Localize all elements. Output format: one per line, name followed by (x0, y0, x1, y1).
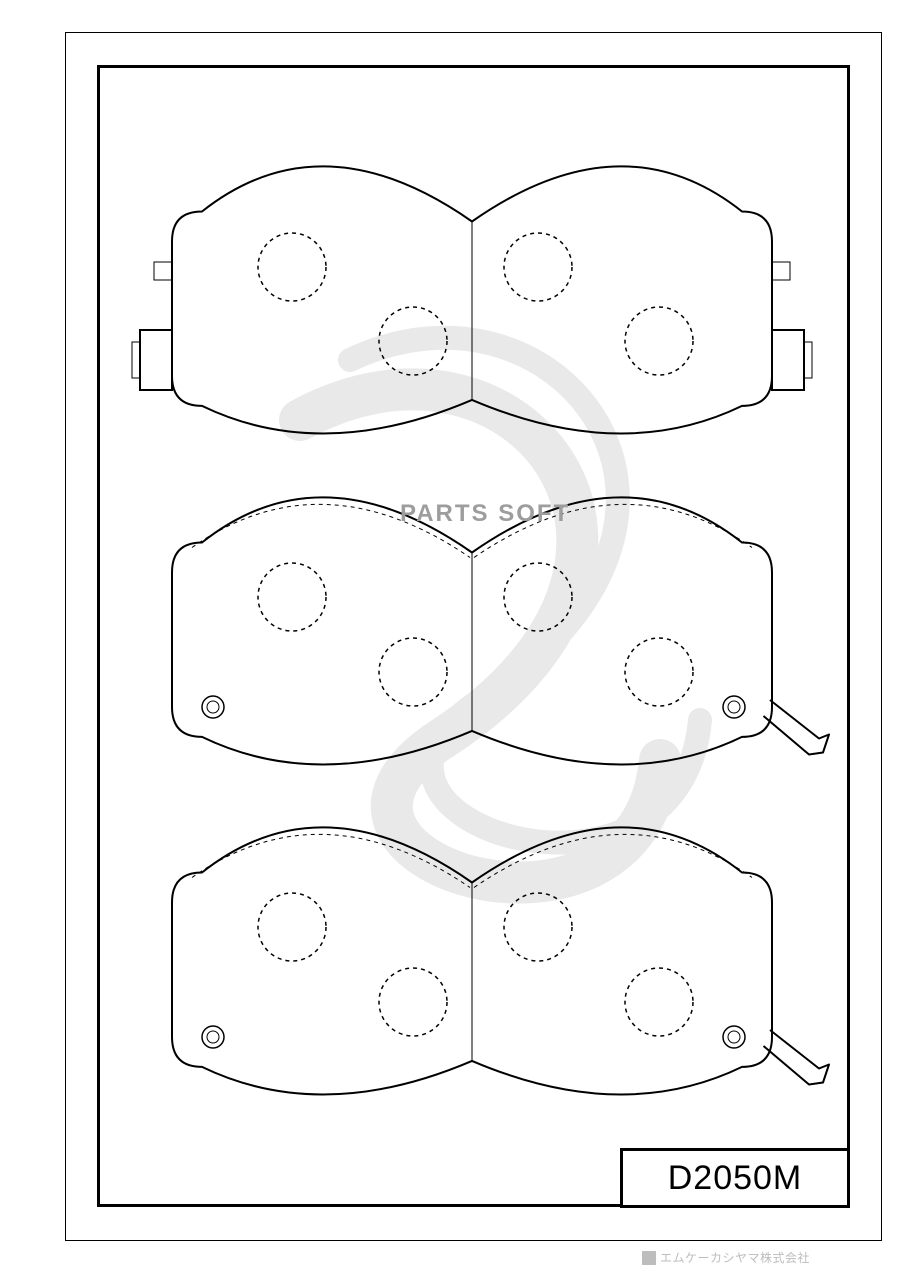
footer-company-text: エムケーカシヤマ株式会社 (660, 1249, 810, 1266)
footer-logo-icon (642, 1251, 656, 1265)
part-number-label: D2050M (668, 1159, 803, 1198)
footer-branding: エムケーカシヤマ株式会社 (642, 1249, 810, 1266)
part-number-box: D2050M (620, 1148, 850, 1208)
technical-drawing (0, 0, 900, 1272)
